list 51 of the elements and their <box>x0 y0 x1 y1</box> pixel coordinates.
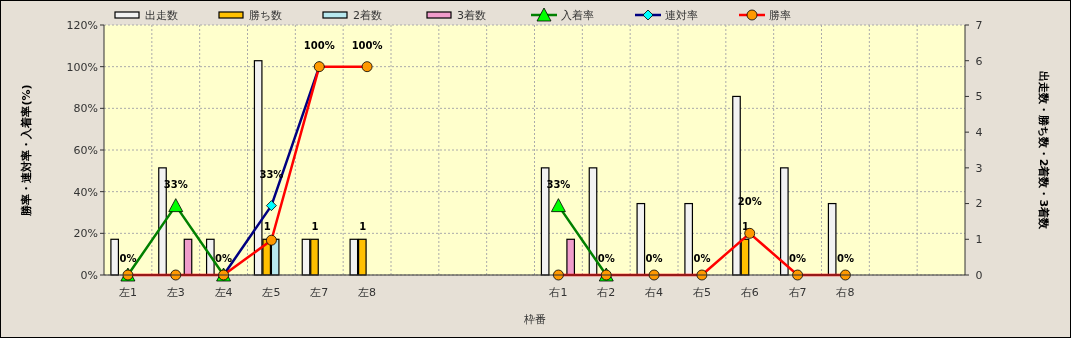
data-label: 0% <box>693 253 711 264</box>
x-tick-label: 左3 <box>166 286 185 299</box>
y-tick-label: 100% <box>66 60 98 74</box>
y-tick-label: 80% <box>73 102 98 116</box>
data-label: 1 <box>359 221 367 233</box>
data-label: 1 <box>311 221 319 233</box>
legend-label: 連対率 <box>665 8 698 22</box>
x-tick-label: 右6 <box>740 286 759 299</box>
data-label: 0% <box>836 253 854 264</box>
x-tick-label: 右7 <box>788 286 807 299</box>
x-axis-title: 枠番 <box>522 313 546 326</box>
data-label: 1 <box>742 221 750 233</box>
y2-tick-label: 7 <box>975 18 983 32</box>
y-tick-label: 20% <box>73 227 98 241</box>
legend-label: 2着数 <box>353 8 382 22</box>
data-label: 0% <box>215 253 233 264</box>
y-tick-label: 60% <box>73 143 98 157</box>
legend-label: 入着率 <box>561 8 594 22</box>
y2-tick-label: 1 <box>975 233 983 247</box>
x-tick-label: 右5 <box>692 286 711 299</box>
x-tick-label: 右2 <box>597 286 616 299</box>
x-tick-label: 右8 <box>836 286 855 299</box>
x-tick-label: 左4 <box>214 286 233 299</box>
legend-label: 勝率 <box>769 8 791 22</box>
data-label: 100% <box>351 39 383 51</box>
data-label: 100% <box>303 39 335 51</box>
data-label: 1 <box>263 221 271 233</box>
y2-tick-label: 0 <box>975 268 983 282</box>
legend-label: 勝ち数 <box>249 8 282 22</box>
y-tick-label: 40% <box>73 185 98 199</box>
data-label: 0% <box>597 253 615 264</box>
x-tick-label: 左8 <box>358 286 377 299</box>
x-tick-label: 左7 <box>310 286 329 299</box>
data-label: 0% <box>645 253 663 264</box>
y-tick-label: 0% <box>80 268 98 282</box>
y-axis-title: 勝率・連対率・入着率(%) <box>20 84 33 217</box>
y2-tick-label: 4 <box>975 125 983 139</box>
data-label: 0% <box>789 253 807 264</box>
x-tick-label: 右1 <box>549 286 568 299</box>
x-tick-label: 右4 <box>645 286 664 299</box>
y2-axis-title: 出走数・勝ち数・2着数・3着数 <box>1037 70 1050 231</box>
y-tick-label: 120% <box>66 18 98 32</box>
y2-tick-label: 2 <box>975 197 983 211</box>
y2-tick-label: 5 <box>975 90 983 104</box>
x-tick-label: 左5 <box>262 286 281 299</box>
y2-tick-label: 6 <box>975 54 983 68</box>
legend-label: 3着数 <box>457 8 486 22</box>
x-tick-label: 左1 <box>118 286 137 299</box>
data-label: 0% <box>119 253 137 264</box>
y2-tick-label: 3 <box>975 161 983 175</box>
legend-label: 出走数 <box>145 8 178 22</box>
